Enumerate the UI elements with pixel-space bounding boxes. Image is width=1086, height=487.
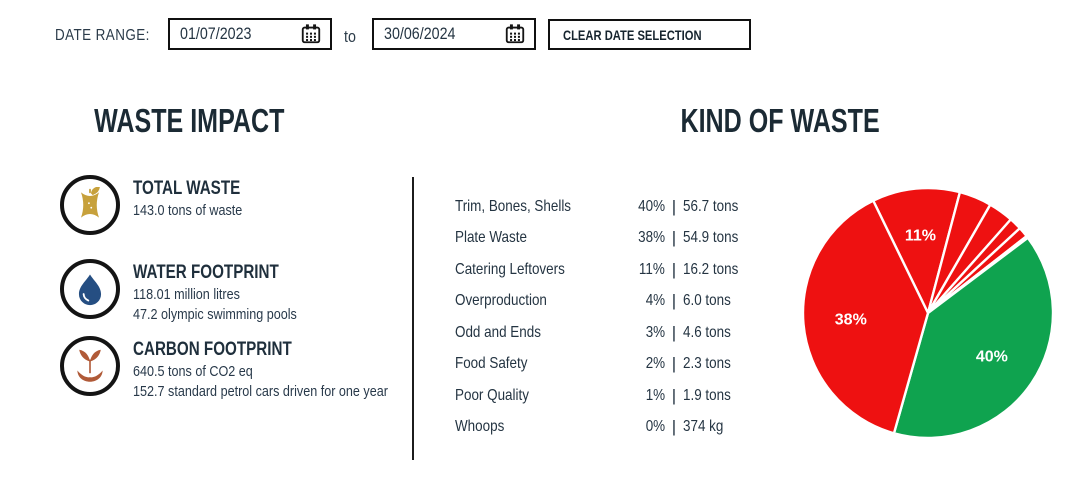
pipe-separator: | [671, 354, 677, 374]
calendar-icon[interactable] [300, 23, 322, 45]
start-date-value: 01/07/2023 [180, 24, 252, 43]
waste-pct: 1% [645, 386, 665, 404]
pie-slice-catering-leftovers[interactable] [872, 186, 962, 315]
pipe-separator: | [671, 417, 677, 437]
date-range-to-label: to [344, 27, 356, 46]
metric-title: TOTAL WASTE [133, 178, 241, 199]
end-date-value: 30/06/2024 [384, 24, 456, 43]
metric-line: 152.7 standard petrol cars driven for on… [133, 383, 388, 400]
waste-row: Catering Leftovers 11% | 16.2 tons [455, 254, 803, 286]
waste-pct: 3% [645, 323, 665, 341]
date-range-label: DATE RANGE: [55, 27, 150, 44]
pie-slice-label: 38% [835, 311, 867, 328]
pipe-separator: | [671, 385, 677, 405]
metric-carbon-footprint: CARBON FOOTPRINT 640.5 tons of CO2 eq 15… [60, 336, 437, 402]
waste-pct: 11% [639, 260, 665, 278]
kind-of-waste-pie-chart: 11% 40% 38% [796, 182, 1060, 446]
kind-of-waste-table: Trim, Bones, Shells 40% | 56.7 tons Plat… [455, 191, 803, 443]
waste-label: Overproduction [455, 292, 547, 310]
waste-amount: 374 kg [683, 418, 724, 436]
metric-water-footprint: WATER FOOTPRINT 118.01 million litres 47… [60, 259, 328, 325]
start-date-input[interactable]: 01/07/2023 [168, 18, 332, 50]
metric-line: 47.2 olympic swimming pools [133, 306, 297, 323]
waste-amount: 6.0 tons [683, 292, 731, 310]
section-divider [412, 177, 414, 460]
pipe-separator: | [671, 259, 677, 279]
pie-slice-trim-bones-shells[interactable] [892, 236, 1055, 440]
waste-row: Poor Quality 1% | 1.9 tons [455, 380, 803, 412]
metric-title: WATER FOOTPRINT [133, 262, 279, 283]
sprout-hand-icon [77, 349, 103, 382]
waste-amount: 1.9 tons [683, 386, 731, 404]
water-drop-icon [78, 274, 102, 306]
waste-label: Food Safety [455, 355, 528, 373]
pipe-separator: | [671, 322, 677, 342]
pipe-separator: | [671, 228, 677, 248]
waste-label: Trim, Bones, Shells [455, 197, 572, 215]
end-date-input[interactable]: 30/06/2024 [372, 18, 536, 50]
metric-total-waste: TOTAL WASTE 143.0 tons of waste [60, 175, 267, 235]
pipe-separator: | [671, 196, 677, 216]
waste-amount: 54.9 tons [683, 229, 739, 247]
metric-line: 118.01 million litres [133, 286, 240, 303]
waste-row: Plate Waste 38% | 54.9 tons [455, 223, 803, 255]
waste-row: Trim, Bones, Shells 40% | 56.7 tons [455, 191, 803, 223]
waste-pct: 40% [638, 197, 665, 215]
calendar-icon[interactable] [504, 23, 526, 45]
pipe-separator: | [671, 291, 677, 311]
waste-label: Odd and Ends [455, 323, 541, 341]
waste-label: Plate Waste [455, 229, 527, 247]
metric-icon-ring [60, 336, 120, 396]
metric-title: CARBON FOOTPRINT [133, 339, 292, 360]
waste-pct: 0% [645, 418, 665, 436]
waste-pct: 2% [645, 355, 665, 373]
metric-icon-ring [60, 259, 120, 319]
waste-row: Odd and Ends 3% | 4.6 tons [455, 317, 803, 349]
waste-amount: 16.2 tons [683, 260, 739, 278]
waste-row: Food Safety 2% | 2.3 tons [455, 349, 803, 381]
pie-slice-label: 40% [976, 348, 1008, 365]
clear-date-selection-button[interactable]: CLEAR DATE SELECTION [548, 19, 752, 50]
waste-amount: 56.7 tons [683, 197, 739, 215]
waste-amount: 2.3 tons [683, 355, 731, 373]
waste-pct: 4% [645, 292, 665, 310]
pie-slice-plate-waste[interactable] [801, 199, 930, 435]
pie-slice-label: 11% [905, 227, 936, 244]
waste-label: Poor Quality [455, 386, 529, 404]
metric-icon-ring [60, 175, 120, 235]
kind-of-waste-title: KIND OF WASTE [680, 102, 880, 139]
metric-line: 143.0 tons of waste [133, 202, 243, 219]
apple-core-icon [81, 187, 100, 218]
metric-line: 640.5 tons of CO2 eq [133, 363, 253, 380]
waste-amount: 4.6 tons [683, 323, 731, 341]
waste-label: Catering Leftovers [455, 260, 565, 278]
waste-pct: 38% [638, 229, 665, 247]
waste-label: Whoops [455, 418, 505, 436]
waste-row: Whoops 0% | 374 kg [455, 412, 803, 444]
waste-impact-title: WASTE IMPACT [93, 102, 285, 139]
waste-row: Overproduction 4% | 6.0 tons [455, 286, 803, 318]
